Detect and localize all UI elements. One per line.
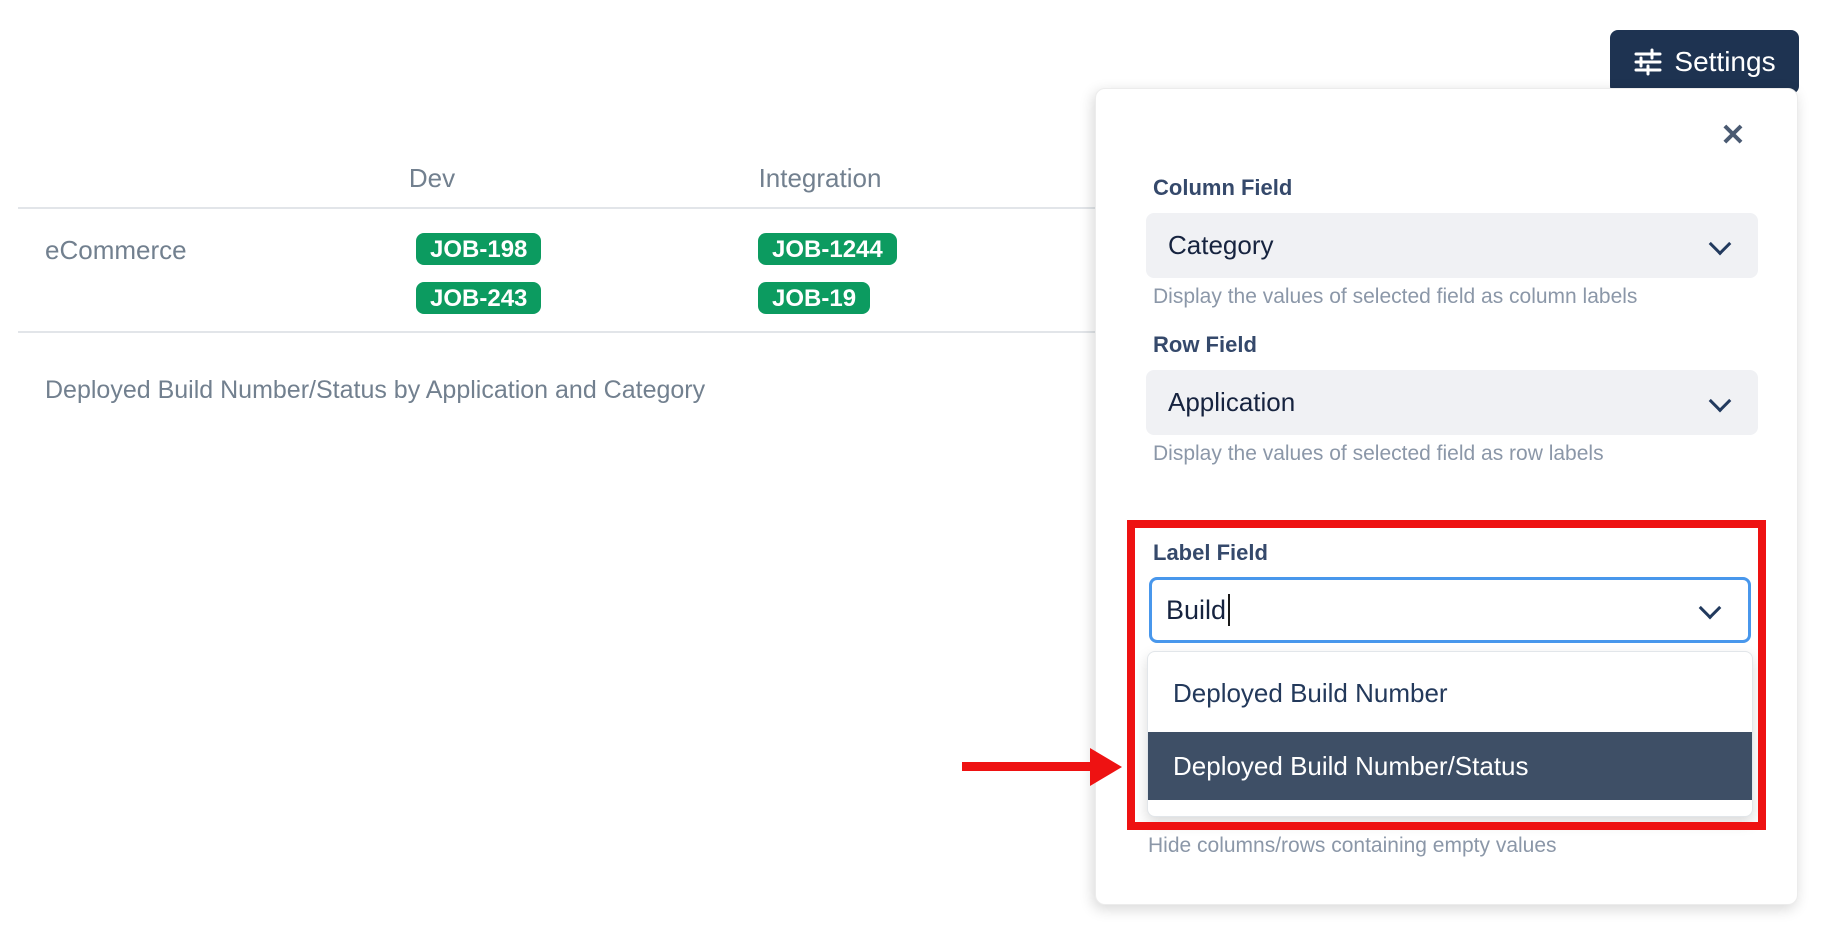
chevron-down-icon <box>1708 389 1732 412</box>
chevron-down-icon <box>1708 232 1732 255</box>
job-badge[interactable]: JOB-1244 <box>758 233 897 265</box>
job-badge[interactable]: JOB-198 <box>416 233 542 265</box>
row-field-help: Display the values of selected field as … <box>1153 442 1604 465</box>
row-field-label: Row Field <box>1153 332 1257 357</box>
table-divider-bottom <box>18 331 1095 333</box>
label-field-dropdown: Deployed Build Number Deployed Build Num… <box>1147 651 1753 817</box>
column-field-label: Column Field <box>1153 175 1293 200</box>
settings-button[interactable]: Settings <box>1610 30 1799 94</box>
label-field-label: Label Field <box>1153 540 1268 565</box>
sliders-icon <box>1634 48 1662 76</box>
job-badge[interactable]: JOB-243 <box>416 282 542 314</box>
text-cursor <box>1228 594 1231 626</box>
dropdown-option-deployed-build-number[interactable]: Deployed Build Number <box>1173 677 1448 708</box>
row-field-select[interactable]: Application <box>1146 370 1758 435</box>
settings-panel: ✕ Column Field Category Display the valu… <box>1095 88 1798 905</box>
settings-button-label: Settings <box>1674 46 1776 77</box>
column-header-integration: Integration <box>758 163 882 193</box>
column-field-value: Category <box>1168 230 1274 260</box>
table-caption: Deployed Build Number/Status by Applicat… <box>45 376 706 404</box>
dropdown-option-deployed-build-number-status[interactable]: Deployed Build Number/Status <box>1148 732 1752 800</box>
column-header-dev: Dev <box>408 163 456 193</box>
label-field-input[interactable]: Build <box>1149 577 1751 643</box>
row-label-ecommerce: eCommerce <box>45 235 187 265</box>
table-divider-top <box>18 207 1095 209</box>
row-field-value: Application <box>1168 387 1296 417</box>
annotation-arrow <box>962 762 1092 771</box>
hide-empty-values-label: Hide columns/rows containing empty value… <box>1148 834 1557 857</box>
close-icon[interactable]: ✕ <box>1720 118 1746 152</box>
column-field-select[interactable]: Category <box>1146 213 1758 278</box>
job-badge[interactable]: JOB-19 <box>758 282 871 314</box>
label-field-value: Build <box>1166 594 1227 625</box>
column-field-help: Display the values of selected field as … <box>1153 285 1638 308</box>
chevron-down-icon <box>1698 596 1722 620</box>
